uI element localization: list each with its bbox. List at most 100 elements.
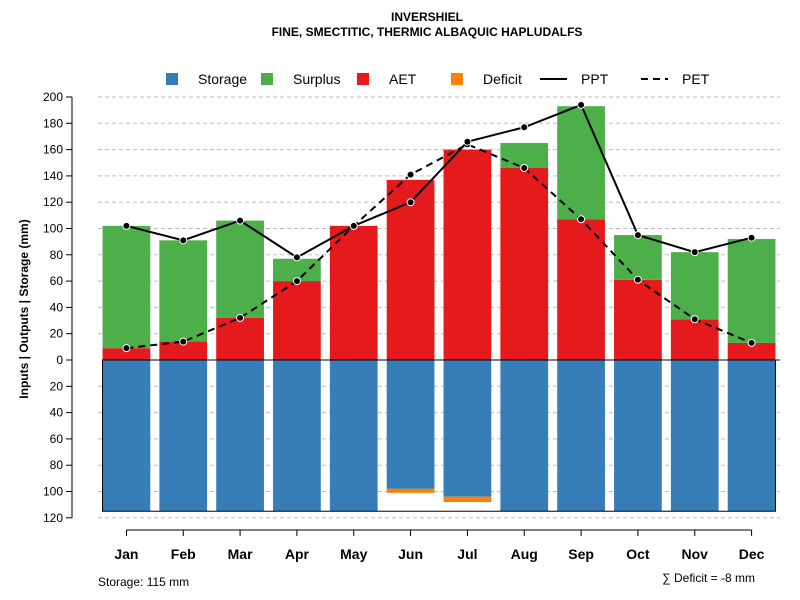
x-tick-label: Jun — [398, 546, 423, 562]
surplus-bar — [557, 106, 605, 220]
aet-bar — [329, 225, 378, 360]
pet-point — [179, 337, 188, 346]
storage-note: Storage: 115 mm — [98, 575, 189, 589]
surplus-bar — [614, 235, 662, 280]
aet-legend-swatch — [357, 73, 369, 85]
storage-legend-label: Storage — [198, 71, 247, 87]
y-tick-label: 120 — [43, 511, 63, 525]
ppt-point — [520, 123, 529, 132]
pet-point — [122, 344, 131, 353]
storage-bar — [670, 360, 719, 512]
ppt-point — [747, 233, 756, 242]
storage-bar — [386, 360, 435, 489]
pet-point — [633, 275, 642, 284]
x-tick-label: Nov — [682, 546, 709, 562]
x-tick-label: Dec — [739, 546, 765, 562]
pet-point — [577, 215, 586, 224]
legend: Storage Surplus AET Deficit PPT PET — [166, 71, 710, 87]
pet-point — [292, 277, 301, 286]
y-tick-label: 20 — [50, 327, 64, 341]
storage-bar — [500, 360, 549, 512]
y-tick-label: 80 — [50, 248, 64, 262]
ppt-line — [126, 103, 752, 259]
deficit-legend-swatch — [451, 73, 463, 85]
chart-title: INVERSHIEL — [391, 10, 463, 24]
x-tick-label: May — [340, 546, 367, 562]
x-tick-label: Apr — [285, 546, 310, 562]
y-tick-label: 100 — [43, 485, 63, 499]
y-tick-label: 60 — [50, 274, 64, 288]
ppt-legend-label: PPT — [581, 71, 609, 87]
y-axis: 2001801601401201008060402002040608010012… — [43, 90, 73, 525]
surplus-legend-swatch — [261, 73, 273, 85]
y-tick-label: 60 — [50, 432, 64, 446]
x-tick-label: Jul — [457, 546, 477, 562]
storage-bar — [273, 360, 321, 512]
y-tick-label: 100 — [43, 222, 63, 236]
pet-line — [126, 143, 752, 350]
surplus-bar — [273, 258, 321, 282]
storage-bar — [216, 360, 264, 512]
ppt-point — [292, 253, 301, 262]
series-lines — [122, 100, 756, 353]
y-tick-label: 40 — [50, 406, 64, 420]
ppt-point — [122, 221, 131, 230]
pet-point — [747, 338, 756, 347]
pet-point — [236, 313, 245, 322]
aet-bar — [102, 348, 151, 360]
surplus-legend-label: Surplus — [293, 71, 340, 87]
y-tick-label: 80 — [50, 458, 64, 472]
ppt-point — [179, 236, 188, 245]
ppt-point — [236, 216, 245, 225]
x-axis: Jan Feb Mar Apr May Jun Jul Aug Sep Oct Nov Dec — [114, 529, 765, 562]
aet-legend-label: AET — [389, 71, 417, 87]
storage-bar — [557, 360, 605, 512]
storage-bar — [727, 360, 776, 512]
storage-bar — [443, 360, 492, 497]
storage-bar — [159, 360, 208, 512]
x-tick-label: Sep — [568, 546, 594, 562]
surplus-bar — [102, 225, 151, 349]
ppt-point — [690, 248, 699, 257]
deficit-legend-label: Deficit — [483, 71, 522, 87]
x-tick-label: Jan — [114, 546, 138, 562]
y-tick-label: 120 — [43, 195, 63, 209]
x-tick-label: Oct — [626, 546, 650, 562]
aet-bar — [386, 179, 435, 360]
deficit-bar — [386, 488, 435, 493]
aet-bar — [500, 168, 549, 360]
storage-bar — [102, 360, 151, 512]
chart-subtitle: FINE, SMECTITIC, THERMIC ALBAQUIC HAPLUD… — [272, 25, 583, 39]
surplus-bar — [727, 239, 776, 343]
aet-bar — [727, 342, 776, 360]
y-tick-label: 40 — [50, 300, 64, 314]
pet-point — [520, 164, 529, 173]
ppt-point — [577, 100, 586, 109]
pet-point — [406, 170, 415, 179]
pet-legend-label: PET — [682, 71, 710, 87]
y-tick-label: 20 — [50, 379, 64, 393]
y-tick-label: 0 — [56, 353, 63, 367]
storage-bar — [329, 360, 378, 512]
aet-bar — [273, 281, 321, 360]
x-tick-label: Aug — [511, 546, 538, 562]
ppt-point — [463, 137, 472, 146]
y-tick-label: 180 — [43, 116, 63, 130]
y-tick-label: 200 — [43, 90, 63, 104]
bars — [102, 106, 780, 512]
aet-bar — [557, 219, 605, 360]
aet-bar — [159, 341, 208, 360]
y-axis-label: Inputs | Outputs | Storage (mm) — [17, 219, 31, 398]
surplus-bar — [159, 240, 208, 342]
ppt-point — [406, 198, 415, 207]
surplus-bar — [670, 252, 719, 320]
ppt-point — [633, 231, 642, 240]
ppt-point — [349, 221, 358, 230]
surplus-bar — [216, 220, 264, 318]
storage-legend-swatch — [166, 73, 178, 85]
x-tick-label: Mar — [228, 546, 253, 562]
deficit-note: ∑ Deficit = -8 mm — [662, 571, 755, 585]
gridlines — [98, 96, 780, 519]
aet-bar — [443, 149, 492, 360]
